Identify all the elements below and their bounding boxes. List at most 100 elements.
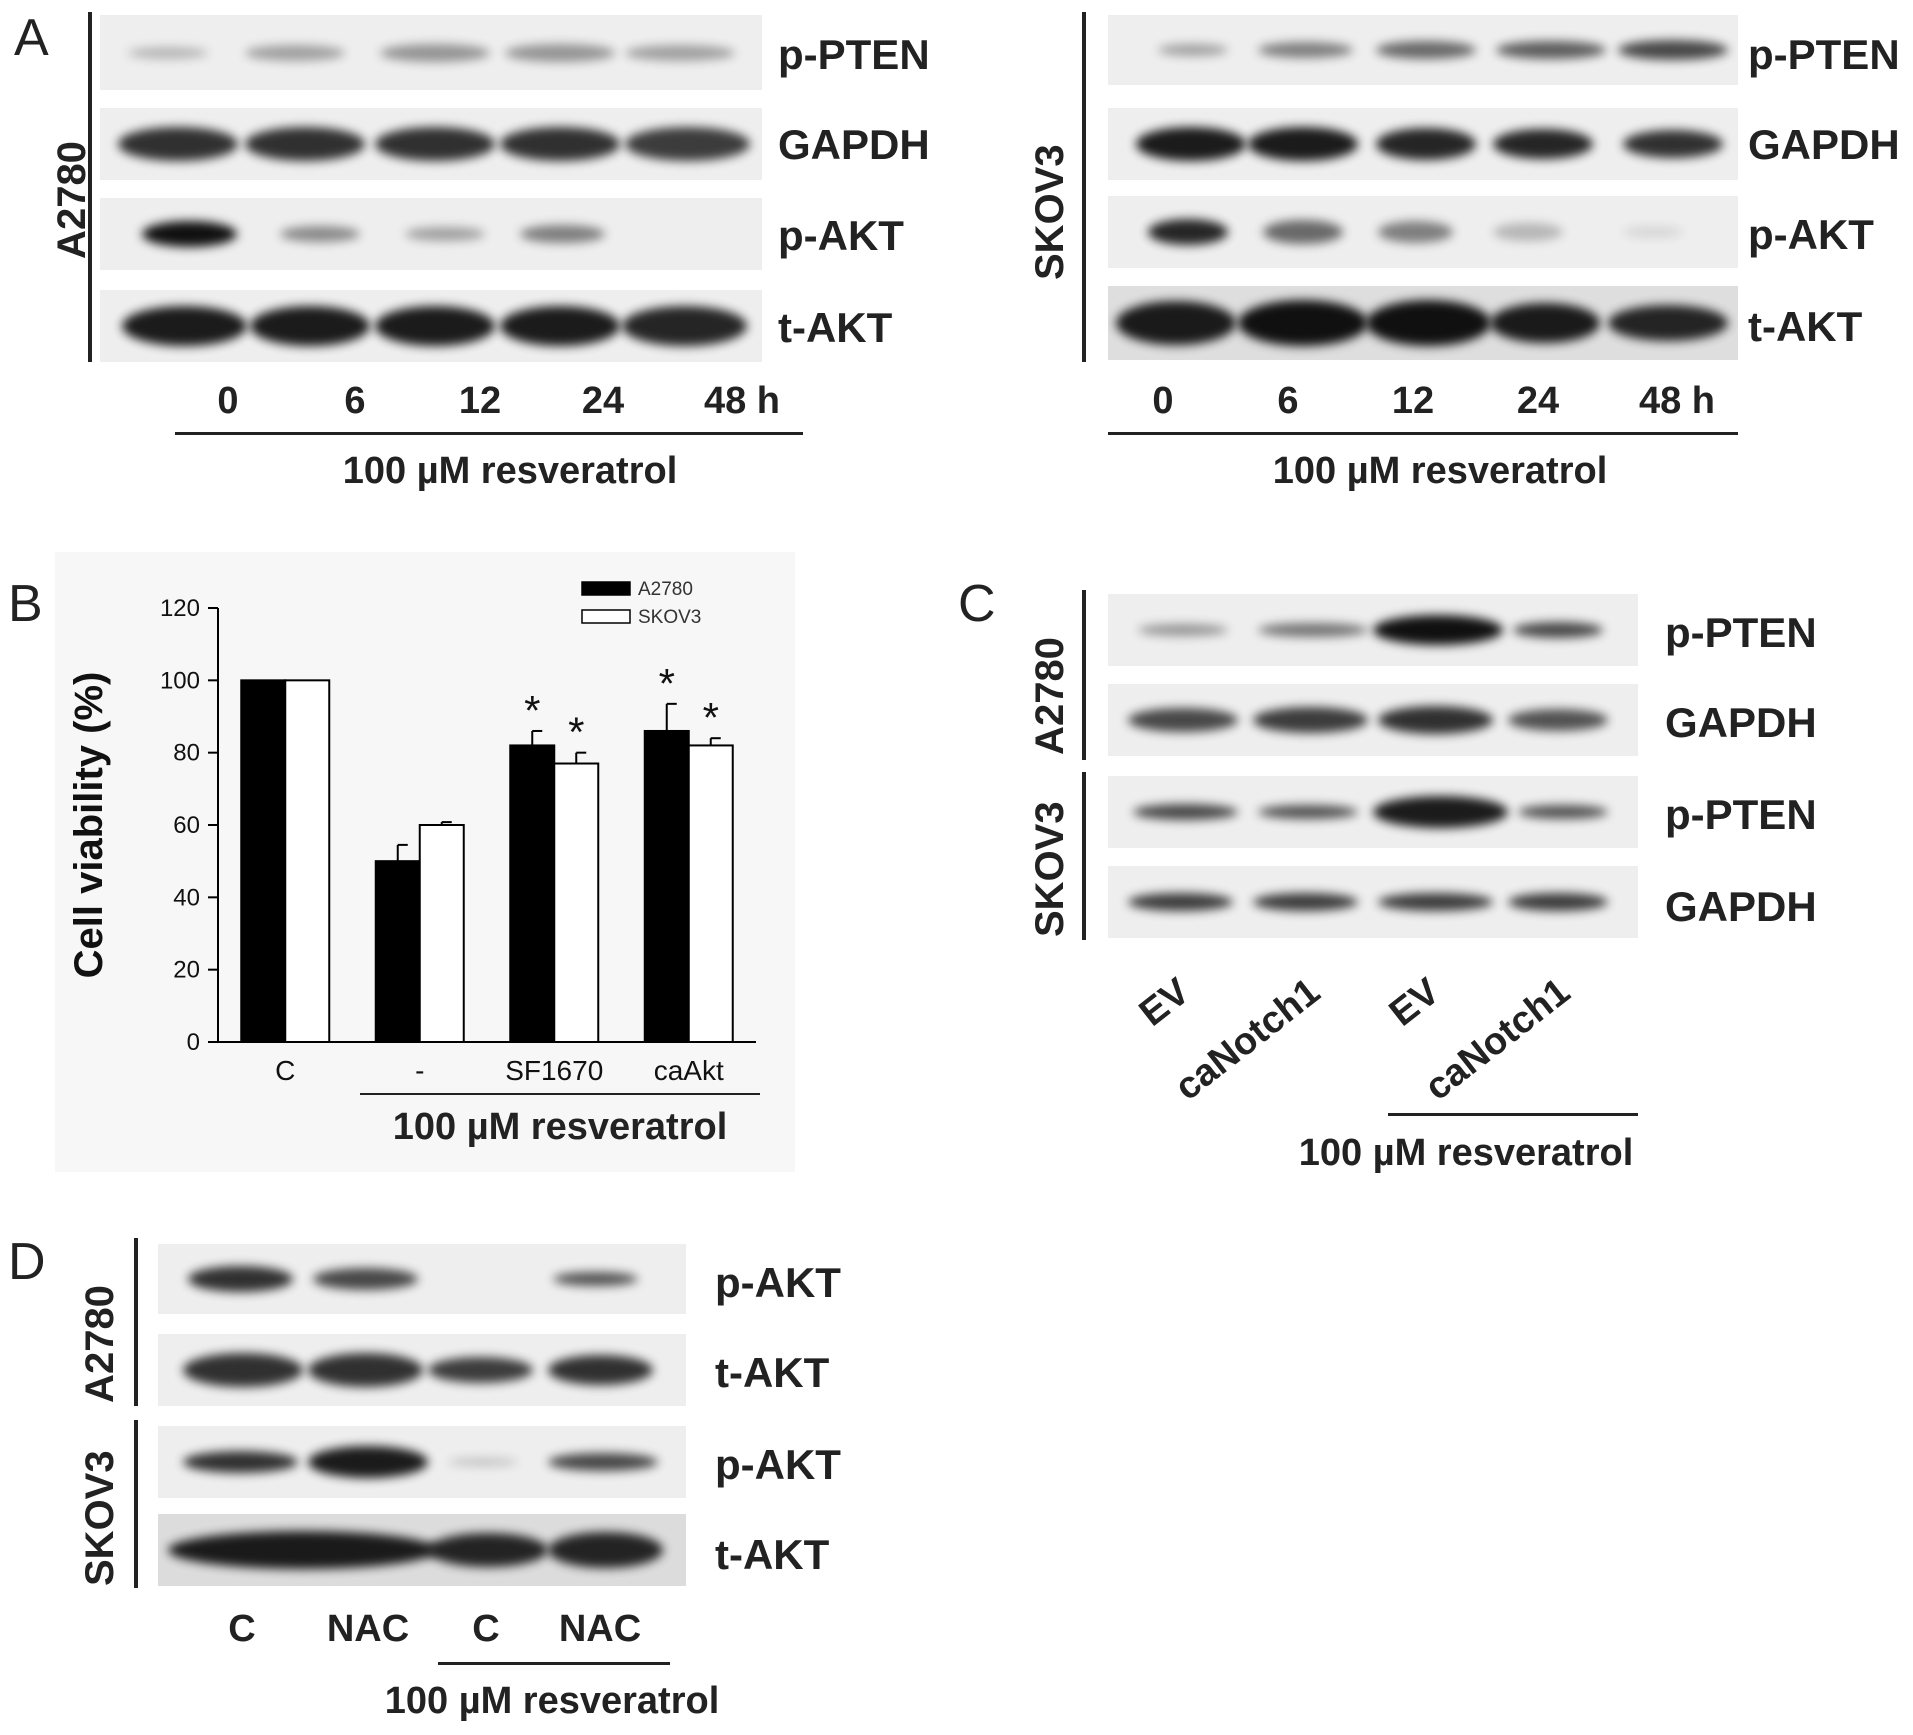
band	[1148, 219, 1228, 245]
band	[250, 306, 370, 346]
bar-A2780	[509, 744, 556, 1044]
band	[1253, 893, 1358, 911]
panel-c-a2780-bar	[1082, 590, 1086, 760]
protein-label: p-AKT	[778, 212, 904, 259]
band	[1376, 41, 1476, 59]
x-tick-label: SF1670	[505, 1055, 603, 1086]
significance-mark: *	[659, 660, 675, 707]
band	[1238, 300, 1368, 346]
treatment-bar	[360, 1093, 760, 1095]
legend-swatch-A2780	[581, 581, 631, 596]
legend-label: A2780	[638, 579, 693, 600]
band	[1378, 706, 1493, 734]
lane-label: 6	[344, 380, 366, 422]
protein-label: p-PTEN	[1665, 791, 1817, 838]
band	[183, 1451, 298, 1473]
band	[622, 306, 747, 346]
blot-c-skov3-p-pten	[1108, 776, 1638, 848]
band	[1518, 805, 1608, 819]
significance-mark: *	[524, 687, 540, 734]
band	[1133, 804, 1238, 820]
x-tick-label: caAkt	[654, 1055, 724, 1086]
band	[1258, 42, 1353, 58]
band	[1136, 127, 1246, 161]
band	[505, 43, 615, 62]
lane-label: 0	[1152, 380, 1174, 422]
protein-label: t-AKT	[715, 1349, 830, 1396]
blot-a2780-p-akt	[100, 198, 762, 270]
bar-SKOV3	[687, 744, 734, 1044]
treatment-label: 100 µM resveratrol	[1272, 450, 1608, 492]
panel-d-cell-label: A2780	[78, 1285, 122, 1403]
band	[448, 1458, 518, 1466]
y-axis-label: Cell viability (%)	[67, 672, 111, 979]
blot-skov3-gapdh	[1108, 108, 1738, 180]
band	[1376, 128, 1476, 160]
band	[1513, 622, 1603, 638]
band	[1128, 893, 1233, 911]
band	[1493, 223, 1563, 241]
band	[1608, 305, 1728, 341]
lane-label: EV	[1132, 970, 1198, 1035]
band	[1508, 893, 1608, 911]
legend-label: SKOV3	[638, 607, 701, 628]
panel-c-skov3-bar	[1082, 772, 1086, 940]
panel-d-cell-label: SKOV3	[78, 1450, 122, 1586]
lane-label: 6	[1277, 380, 1299, 422]
blot-a2780-gapdh	[100, 108, 762, 180]
band	[520, 225, 605, 243]
protein-label: t-AKT	[715, 1531, 830, 1578]
lane-label: caNotch1	[1417, 970, 1578, 1109]
band	[188, 1266, 293, 1292]
blot-d-skov3-p-akt	[158, 1426, 686, 1498]
band	[1508, 709, 1608, 731]
bar-SKOV3	[553, 762, 600, 1043]
lane-label: caNotch1	[1167, 970, 1328, 1109]
band	[375, 127, 495, 161]
band	[245, 44, 345, 61]
protein-label: GAPDH	[778, 121, 930, 168]
band	[1493, 129, 1593, 159]
panel-d-a2780-bar	[134, 1238, 138, 1406]
y-tick-label: 0	[187, 1029, 200, 1056]
protein-label: p-AKT	[1748, 211, 1874, 258]
band	[375, 306, 495, 346]
y-tick-label: 20	[173, 957, 200, 984]
band	[168, 1531, 438, 1569]
treatment-label: 100 µM resveratrol	[392, 1106, 728, 1148]
blot-c-a2780-gapdh	[1108, 684, 1638, 756]
band	[1258, 623, 1368, 637]
band	[1378, 221, 1453, 243]
lane-label: EV	[1382, 970, 1448, 1035]
band	[553, 1272, 638, 1286]
band	[625, 44, 735, 61]
band	[1373, 615, 1503, 645]
panel-a-left-cell-bar	[88, 12, 92, 362]
band	[1116, 301, 1236, 345]
protein-label: GAPDH	[1748, 121, 1900, 168]
lane-label: 12	[458, 380, 502, 422]
protein-label: p-PTEN	[1665, 609, 1817, 656]
band	[625, 127, 750, 161]
band	[308, 1446, 428, 1478]
lane-label: NAC	[558, 1608, 642, 1650]
band	[548, 1453, 658, 1471]
band	[428, 1357, 533, 1383]
band	[1366, 300, 1491, 346]
lane-label: 48 h	[1638, 380, 1716, 422]
blot-skov3-p-akt	[1108, 196, 1738, 268]
panel-d-skov3-bar	[134, 1420, 138, 1588]
band	[1373, 796, 1508, 828]
band	[500, 306, 620, 346]
band	[1263, 220, 1343, 244]
panel-c-cell-label: SKOV3	[1028, 801, 1072, 937]
band	[245, 127, 365, 161]
treatment-bar	[1108, 432, 1738, 435]
panel-d-letter: D	[8, 1233, 46, 1291]
protein-label: t-AKT	[1748, 303, 1863, 350]
band	[142, 221, 237, 247]
band	[128, 46, 208, 59]
blot-d-a2780-t-akt	[158, 1334, 686, 1406]
bar-SKOV3	[418, 824, 465, 1043]
band	[313, 1268, 418, 1290]
